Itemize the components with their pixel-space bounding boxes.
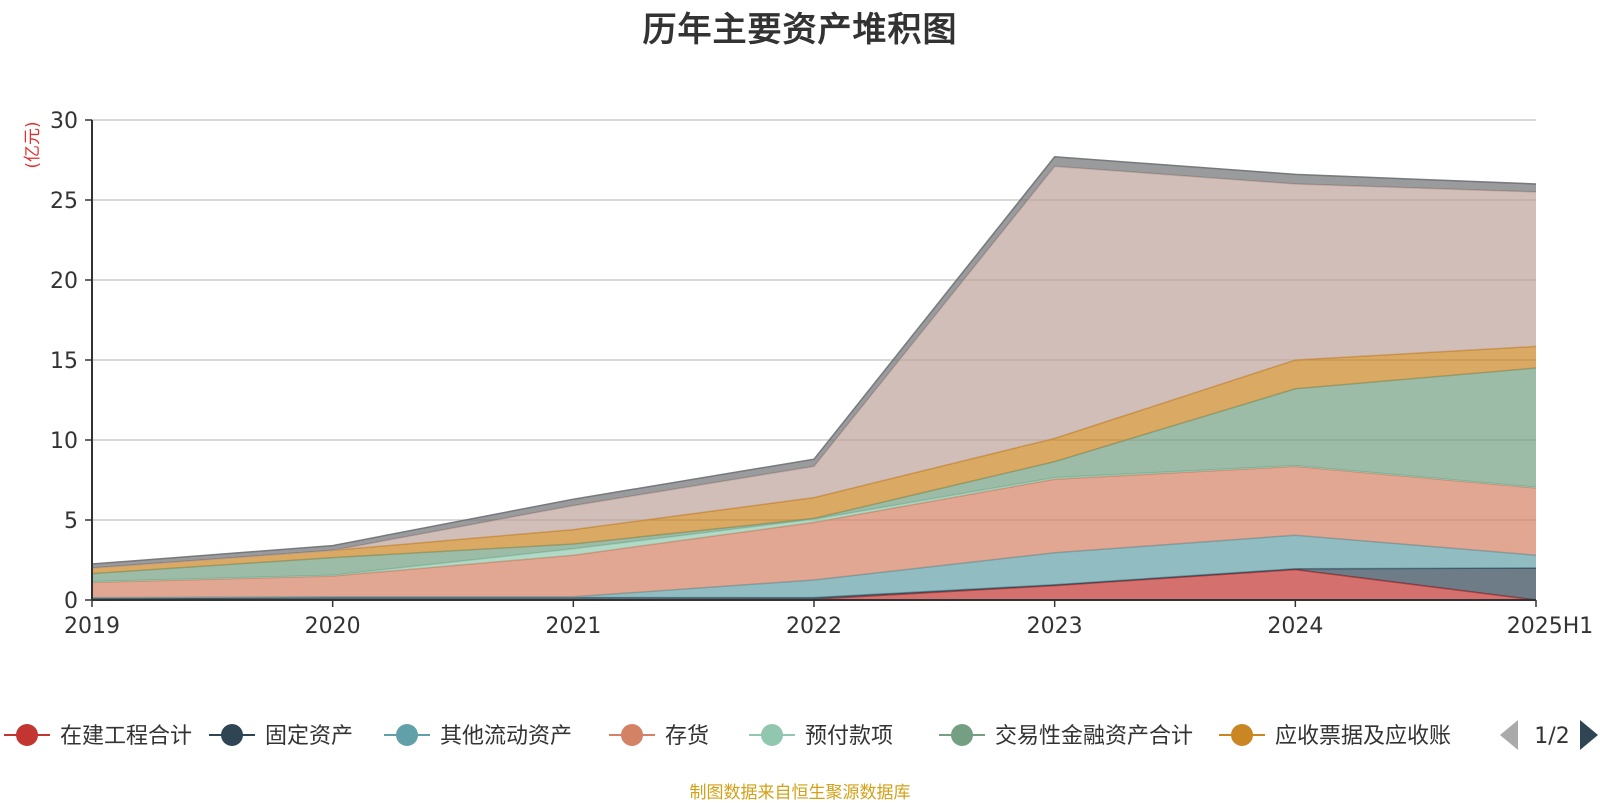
legend-item-应收票据及应收账[interactable]: 应收票据及应收账 [1219, 724, 1451, 749]
legend-item-固定资产[interactable]: 固定资产 [209, 724, 353, 749]
legend-marker [1231, 724, 1253, 746]
legend-label: 交易性金融资产合计 [995, 724, 1193, 749]
legend-item-在建工程合计[interactable]: 在建工程合计 [4, 724, 192, 749]
legend-marker [16, 724, 38, 746]
legend-label: 应收票据及应收账 [1275, 724, 1451, 749]
legend-item-存货[interactable]: 存货 [609, 724, 709, 749]
legend-marker [221, 724, 243, 746]
area-series-layer [91, 156, 1537, 601]
area-固定资产 [92, 568, 1536, 600]
area-货币资金 [92, 166, 1536, 568]
y-tick-label: 5 [64, 509, 78, 534]
legend-label: 预付款项 [805, 724, 893, 749]
area-交易性金融资产合计 [92, 368, 1536, 582]
grid-lines [92, 119, 1536, 521]
x-tick-label: 2024 [1267, 614, 1323, 639]
x-tick-label: 2020 [305, 614, 361, 639]
area-line-其他 [91, 156, 1537, 565]
y-tick-label: 10 [50, 429, 78, 454]
legend-item-预付款项[interactable]: 预付款项 [749, 724, 893, 749]
area-应收票据及应收账 [92, 346, 1536, 574]
x-tick-label: 2019 [64, 614, 120, 639]
y-tick-label: 15 [50, 349, 78, 374]
legend-label: 在建工程合计 [60, 724, 192, 749]
legend-page-indicator: 1/2 [1534, 724, 1569, 749]
x-tick-label: 2023 [1027, 614, 1083, 639]
y-tick-label: 0 [64, 589, 78, 614]
legend-marker [761, 724, 783, 746]
legend-marker [396, 724, 418, 746]
y-tick-label: 25 [50, 189, 78, 214]
y-tick-label: 20 [50, 269, 78, 294]
legend-next-page-icon[interactable] [1580, 720, 1598, 750]
axes: 0 5 10 15 20 25 30 2019 2020 2021 2022 2023 2024 2025… [50, 109, 1593, 639]
legend-prev-page-icon[interactable] [1500, 720, 1518, 750]
legend-item-其他流动资产[interactable]: 其他流动资产 [384, 724, 572, 749]
legend: 在建工程合计 固定资产 其他流动资产 存货 预付款项 交易性金融资产合计 应收票据及应收账 1… [4, 720, 1598, 750]
y-axis-unit-label: (亿元) [23, 121, 43, 168]
x-tick-label: 2022 [786, 614, 842, 639]
x-tick-label: 2025H1 [1507, 614, 1594, 639]
y-tick-label: 30 [50, 109, 78, 134]
area-在建工程合计 [92, 569, 1536, 600]
source-note: 制图数据来自恒生聚源数据库 [689, 783, 911, 803]
legend-item-交易性金融资产合计[interactable]: 交易性金融资产合计 [939, 724, 1193, 749]
x-tick-label: 2021 [545, 614, 601, 639]
legend-label: 其他流动资产 [440, 724, 572, 749]
area-存货 [92, 466, 1536, 598]
legend-label: 存货 [665, 724, 709, 749]
legend-label: 固定资产 [265, 724, 353, 749]
area-其他流动资产 [92, 535, 1536, 599]
chart-title: 历年主要资产堆积图 [642, 10, 958, 50]
legend-marker [951, 724, 973, 746]
legend-marker [621, 724, 643, 746]
